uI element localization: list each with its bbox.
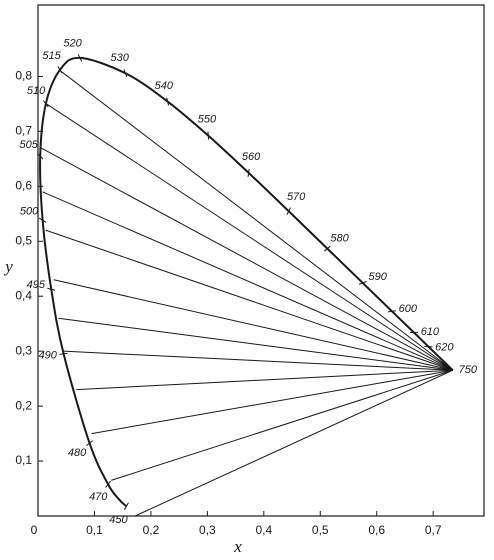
wavelength-label: 570 (287, 191, 306, 203)
wavelength-tick (207, 131, 210, 140)
wavelength-label: 750 (459, 364, 478, 376)
x-tick-label: 0 (31, 523, 38, 537)
y-tick-label: 0,1 (15, 453, 32, 467)
wavelength-tick (57, 66, 63, 74)
wavelength-label: 450 (109, 514, 128, 526)
wavelength-tick (43, 100, 49, 108)
wavelength-label: 500 (20, 206, 39, 218)
spectral-locus (39, 56, 454, 508)
wavelength-tick (59, 352, 68, 355)
wavelength-label: 495 (27, 279, 46, 291)
x-tick-label: 0,2 (143, 523, 160, 537)
wavelength-tick (105, 480, 111, 488)
wavelength-label: 515 (42, 50, 61, 62)
wavelength-tick (38, 217, 47, 223)
wavelength-label: 510 (27, 85, 46, 97)
fan-line (46, 103, 454, 371)
x-tick-label: 0,3 (199, 523, 216, 537)
wavelength-tick (77, 54, 83, 62)
y-tick-label: 0,4 (15, 288, 32, 302)
x-axis-label: x (233, 537, 242, 556)
x-tick-label: 0,1 (86, 523, 103, 537)
wavelength-label: 540 (155, 80, 174, 92)
wavelength-tick (86, 440, 93, 446)
fan-line (111, 369, 453, 481)
fan-line (134, 369, 453, 517)
wavelength-label: 610 (421, 326, 440, 338)
y-tick-label: 0,7 (15, 124, 32, 138)
y-tick-label: 0,2 (15, 398, 32, 412)
wavelength-tick (247, 168, 250, 177)
y-tick-label: 0,6 (15, 178, 32, 192)
wavelength-label: 560 (242, 151, 261, 163)
wavelength-tick (47, 287, 56, 291)
wavelength-label: 470 (89, 491, 108, 503)
wavelength-tick (166, 97, 170, 106)
x-tick-label: 0,6 (368, 523, 385, 537)
wavelength-label: 620 (435, 341, 454, 353)
x-tick-label: 0,4 (255, 523, 272, 537)
x-tick-label: 0,5 (312, 523, 329, 537)
wavelength-tick (286, 207, 292, 215)
wavelength-tick (387, 310, 397, 313)
fan-line (63, 350, 453, 371)
y-tick-label: 0,5 (15, 233, 32, 247)
y-axis-label: y (3, 257, 13, 276)
fan-line (76, 369, 453, 391)
wavelength-label: 590 (369, 271, 388, 283)
wavelength-label: 505 (20, 139, 39, 151)
fan-line (91, 369, 453, 435)
fan-line (40, 147, 454, 371)
y-tick-label: 0,8 (15, 69, 32, 83)
wavelength-tick (123, 502, 129, 510)
wavelength-label: 550 (198, 114, 217, 126)
wavelength-tick (358, 281, 367, 285)
wavelength-label: 530 (110, 52, 129, 64)
plot-frame (37, 4, 485, 517)
wavelength-tick (36, 153, 44, 160)
wavelength-label: 600 (399, 303, 418, 315)
wavelength-tick (123, 69, 128, 78)
wavelength-tick (323, 245, 331, 252)
fan-line (58, 317, 453, 371)
wavelength-label: 480 (68, 447, 87, 459)
fan-line (42, 191, 453, 371)
wavelength-label: 520 (63, 38, 82, 50)
fan-line (45, 229, 453, 371)
y-tick-label: 0,3 (15, 343, 32, 357)
wavelength-label: 580 (330, 232, 349, 244)
fan-line (60, 70, 454, 371)
wavelength-label: 490 (39, 350, 58, 362)
x-tick-label: 0,7 (425, 523, 442, 537)
fan-line (53, 279, 453, 371)
